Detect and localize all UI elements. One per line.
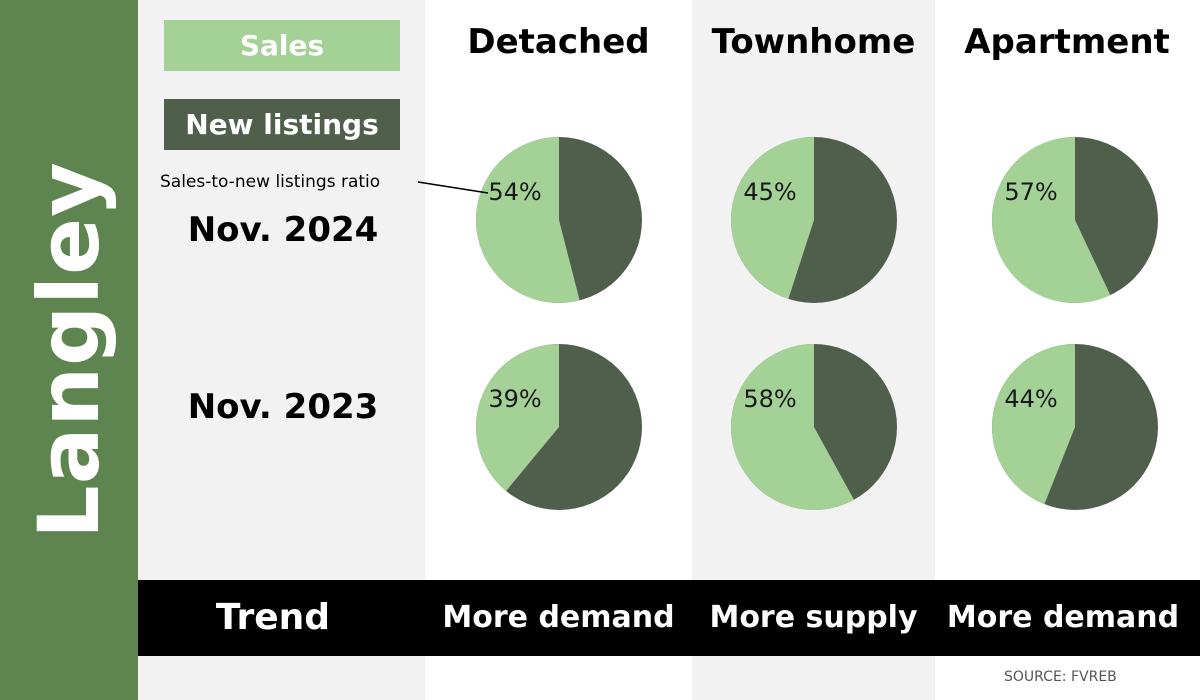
pie-sales-slice-nov-2024-detached <box>475 137 580 303</box>
trend-townhome: More supply <box>709 600 918 635</box>
column-header-townhome: Townhome <box>711 22 916 62</box>
pie-sales-slice-nov-2023-apartment <box>991 343 1075 505</box>
pie-sales-slice-nov-2023-townhome <box>731 344 854 510</box>
pie-value-label-nov-2023-apartment: 44% <box>1004 385 1057 413</box>
pie-sales-slice-nov-2024-apartment <box>991 137 1111 304</box>
pie-sales-slice-nov-2024-townhome <box>731 137 814 299</box>
source-note: SOURCE: FVREB <box>1004 669 1117 685</box>
row-label-nov-2023: Nov. 2023 <box>187 387 379 427</box>
legend-sales: Sales <box>164 20 400 71</box>
column-header-apartment: Apartment <box>964 22 1170 62</box>
pie-value-label-nov-2023-detached: 39% <box>488 385 541 413</box>
pie-value-label-nov-2024-townhome: 45% <box>743 178 796 206</box>
pie-value-label-nov-2024-apartment: 57% <box>1004 178 1057 206</box>
pie-sales-slice-nov-2023-detached <box>475 344 559 491</box>
trend-apartment: More demand <box>946 600 1180 635</box>
pie-value-label-nov-2023-townhome: 58% <box>743 385 796 413</box>
row-label-nov-2024: Nov. 2024 <box>187 210 379 250</box>
legend-new-listings: New listings <box>164 99 400 150</box>
ratio-annotation: Sales-to-new listings ratio <box>160 172 381 192</box>
trend-detached: More demand <box>442 600 675 635</box>
trend-label: Trend <box>215 597 331 638</box>
pie-value-label-nov-2024-detached: 54% <box>488 178 541 206</box>
ratio-annotation-leader-line <box>417 181 489 194</box>
region-sidebar: Langley <box>0 0 138 700</box>
trend-bar <box>138 580 1200 656</box>
column-header-detached: Detached <box>467 22 650 62</box>
